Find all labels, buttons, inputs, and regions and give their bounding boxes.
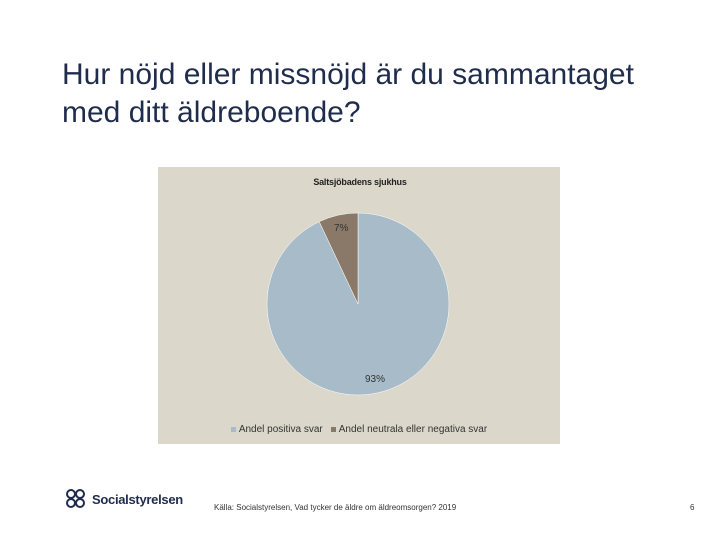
legend-item-positive: Andel positiva svar <box>230 424 323 435</box>
logo-emblem-icon <box>66 489 85 508</box>
legend-swatch-positive <box>230 427 236 432</box>
legend-item-neutral-negative: Andel neutrala eller negativa svar <box>330 424 488 435</box>
page-number: 6 <box>690 503 695 512</box>
chart-legend: Andel positiva svar Andel neutrala eller… <box>158 424 560 435</box>
pie-slice-neutral-negative <box>318 212 359 305</box>
legend-label-neutral-negative: Andel neutrala eller negativa svar <box>338 424 488 435</box>
logo-text: Socialstyrelsen <box>92 491 183 507</box>
slide-title: Hur nöjd eller missnöjd är du sammantage… <box>62 58 634 129</box>
slice-label-positive: 93% <box>365 374 386 385</box>
pie-chart <box>266 212 450 396</box>
legend-swatch-neutral-negative <box>330 427 336 432</box>
source-note: Källa: Socialstyrelsen, Vad tycker de äl… <box>214 503 457 512</box>
chart-title: Saltsjöbadens sjukhus <box>313 177 407 187</box>
legend-label-positive: Andel positiva svar <box>238 424 323 435</box>
slice-label-neutral-negative: 7% <box>334 223 349 234</box>
socialstyrelsen-logo: Socialstyrelsen <box>64 488 183 510</box>
